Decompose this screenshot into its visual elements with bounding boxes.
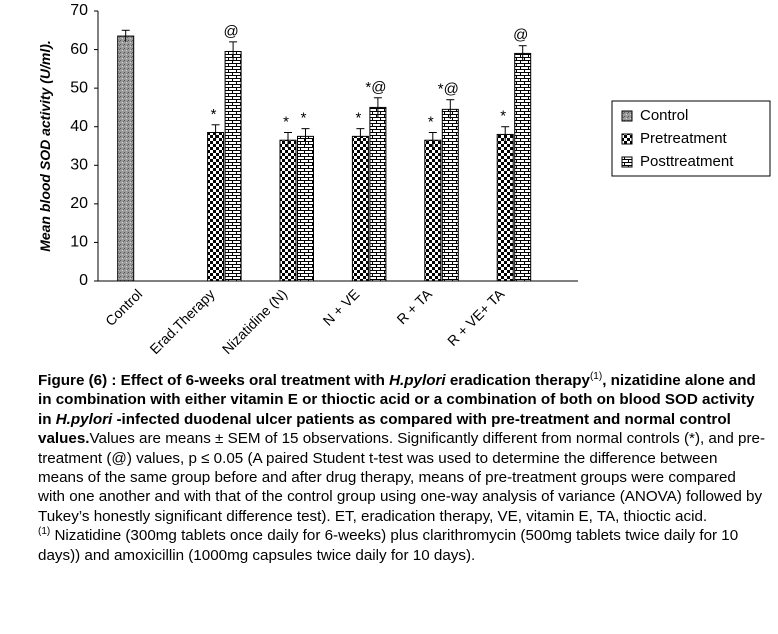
x-tick-label: N + VE bbox=[320, 286, 363, 329]
bar bbox=[369, 106, 387, 282]
legend bbox=[611, 100, 771, 177]
y-tick-label: 30 bbox=[70, 157, 88, 174]
legend-label: Control bbox=[640, 107, 688, 124]
y-tick-label: 0 bbox=[79, 272, 88, 289]
significance-marker: @ bbox=[513, 27, 528, 44]
significance-marker: * bbox=[428, 114, 434, 131]
x-tick-label: Erad.Therapy bbox=[146, 286, 217, 357]
y-tick-label: 70 bbox=[70, 2, 88, 19]
y-tick-label: 60 bbox=[70, 41, 88, 58]
legend-swatch bbox=[621, 110, 633, 122]
x-tick-label: Nizatidine (N) bbox=[219, 286, 290, 357]
significance-marker: *@ bbox=[438, 81, 459, 98]
legend-label: Posttreatment bbox=[640, 153, 734, 170]
significance-marker: * bbox=[301, 110, 307, 127]
significance-marker: * bbox=[283, 114, 289, 131]
error-bar bbox=[211, 124, 220, 141]
bar bbox=[297, 135, 314, 282]
caption-title: , nizatidine alone and in combination wi… bbox=[38, 372, 756, 428]
footnote-marker: (1) bbox=[38, 526, 51, 538]
y-tick-label: 50 bbox=[70, 79, 88, 96]
legend-swatch bbox=[621, 133, 633, 145]
bar bbox=[514, 52, 532, 282]
error-bar bbox=[284, 132, 292, 148]
error-bar bbox=[121, 29, 130, 42]
footnote-text: Nizatidine (300mg tablets once daily for… bbox=[38, 527, 739, 564]
caption-title: -infected duodenal ulcer patients as com… bbox=[38, 410, 731, 448]
error-bar bbox=[373, 97, 382, 118]
significance-marker: * bbox=[500, 108, 506, 125]
significance-marker: * bbox=[355, 110, 361, 127]
error-bar bbox=[518, 45, 527, 62]
x-tick-label: R + TA bbox=[393, 285, 435, 327]
chart: Mean blood SOD activity (U/ml). 0 10 20 30 4… bbox=[37, 2, 771, 357]
significance-marker: @ bbox=[223, 23, 238, 40]
bar bbox=[279, 139, 297, 282]
error-bar bbox=[229, 41, 238, 62]
footnote: (1) Nizatidine (300mg tablets once daily… bbox=[38, 526, 766, 565]
error-bar bbox=[446, 99, 455, 119]
caption-title: eradication therapy bbox=[445, 372, 590, 389]
significance-marker: *@ bbox=[365, 79, 386, 96]
bar bbox=[117, 35, 135, 282]
bar bbox=[207, 132, 225, 282]
error-bar bbox=[428, 132, 437, 148]
bar bbox=[441, 108, 459, 282]
legend-swatch bbox=[621, 156, 633, 168]
legend-label: Pretreatment bbox=[640, 130, 728, 147]
significance-marker: * bbox=[211, 106, 217, 123]
y-tick-label: 40 bbox=[70, 118, 88, 135]
x-tick-label: R + VE+ TA bbox=[444, 285, 508, 349]
caption: Figure (6) : Effect of 6-weeks oral trea… bbox=[38, 371, 766, 565]
bar bbox=[496, 133, 514, 282]
caption-body: Figure (6) : Effect of 6-weeks oral trea… bbox=[38, 371, 766, 526]
bar bbox=[424, 139, 442, 282]
error-bar bbox=[501, 126, 510, 143]
caption-species: H.pylori bbox=[389, 372, 446, 389]
caption-text: Values are means ± SEM of 15 observation… bbox=[38, 430, 766, 525]
bar bbox=[351, 135, 369, 282]
error-bar bbox=[301, 128, 310, 145]
y-tick-label: 20 bbox=[70, 195, 88, 212]
x-tick-label: Control bbox=[102, 286, 145, 329]
error-bar bbox=[356, 128, 365, 145]
bar bbox=[224, 51, 242, 282]
footnote-ref: (1) bbox=[589, 370, 603, 382]
caption-species: H.pylori bbox=[55, 410, 113, 428]
caption-title: Figure (6) : Effect of 6-weeks oral trea… bbox=[38, 372, 390, 389]
y-axis-label: Mean blood SOD activity (U/ml). bbox=[37, 40, 53, 252]
y-tick-label: 10 bbox=[70, 234, 88, 251]
